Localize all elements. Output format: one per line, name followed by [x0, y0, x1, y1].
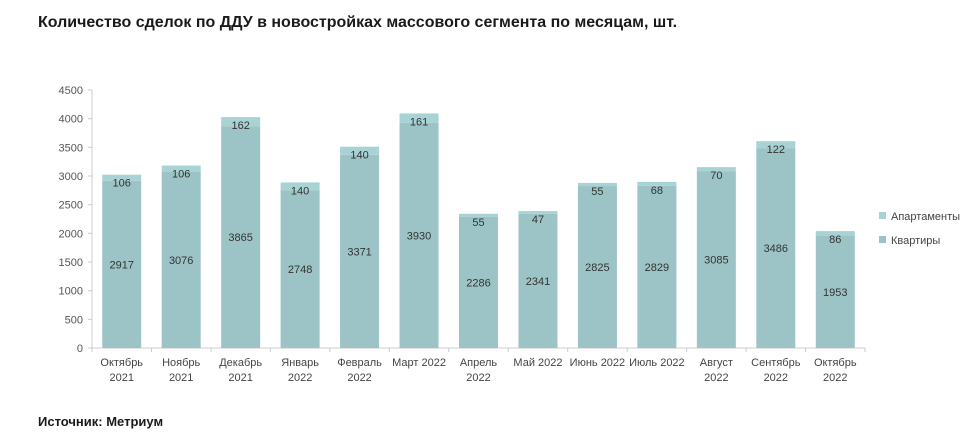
data-label-flats: 3486 [764, 243, 788, 255]
data-label-flats: 3085 [704, 255, 728, 267]
x-category-label: 2022 [347, 372, 371, 384]
x-category-label: 2021 [228, 372, 252, 384]
x-category-label: Октябрь [100, 357, 143, 369]
data-label-apartments: 55 [591, 186, 603, 198]
data-label-flats: 2829 [645, 262, 669, 274]
data-label-flats: 2917 [109, 259, 133, 271]
bar-flats [340, 154, 380, 348]
y-tick-label: 2500 [59, 200, 83, 212]
bar-flats [696, 171, 736, 348]
bar-apartments [161, 165, 201, 172]
x-category-label: 2022 [466, 372, 490, 384]
bar-apartments [459, 213, 498, 217]
bar-apartments [102, 174, 142, 181]
y-tick-label: 3000 [59, 171, 83, 183]
legend-label-apartments: Апартаменты [891, 211, 960, 223]
bar-apartments [696, 167, 736, 172]
data-label-flats: 3865 [228, 232, 252, 244]
bar-flats [518, 213, 558, 348]
data-label-flats: 3371 [347, 246, 371, 258]
bar-flats [399, 122, 439, 349]
y-tick-label: 4000 [59, 114, 83, 126]
x-category-label: Декабрь [219, 357, 262, 369]
data-label-apartments: 122 [767, 144, 785, 156]
x-category-label: Октябрь [814, 357, 857, 369]
bar-apartments [221, 117, 261, 127]
x-category-label: Февраль [337, 357, 382, 369]
data-label-apartments: 106 [113, 178, 131, 190]
bar-apartments [340, 146, 380, 155]
data-label-apartments: 47 [532, 214, 544, 226]
bar-apartments [399, 113, 439, 123]
data-label-flats: 2748 [288, 264, 312, 276]
y-tick-label: 2000 [59, 228, 83, 240]
x-category-label: Май 2022 [513, 357, 562, 369]
bar-apartments [280, 182, 320, 191]
y-tick-label: 0 [77, 343, 83, 355]
y-tick-label: 1500 [59, 257, 83, 269]
data-label-flats: 1953 [823, 287, 847, 299]
y-tick-label: 3500 [59, 142, 83, 154]
bar-apartments [637, 181, 677, 186]
data-label-apartments: 70 [710, 170, 722, 182]
x-category-label: Март 2022 [392, 357, 446, 369]
data-label-apartments: 162 [231, 120, 249, 132]
x-category-label: 2021 [109, 372, 133, 384]
y-tick-label: 4500 [59, 85, 83, 97]
data-label-flats: 2825 [585, 262, 609, 274]
bar-apartments [518, 211, 558, 214]
source-note: Источник: Метриум [38, 414, 164, 429]
x-category-label: Январь [281, 357, 319, 369]
bar-flats [637, 185, 677, 348]
x-category-label: Апрель [460, 357, 498, 369]
x-category-label: 2022 [823, 372, 847, 384]
data-label-flats: 3076 [169, 255, 193, 267]
x-category-label: Июль 2022 [629, 357, 685, 369]
bar-flats [102, 180, 142, 348]
x-category-label: Июнь 2022 [570, 357, 626, 369]
x-category-label: 2022 [764, 372, 788, 384]
bar-flats [577, 186, 617, 348]
data-label-apartments: 161 [410, 116, 428, 128]
data-label-apartments: 55 [472, 217, 484, 229]
data-label-flats: 2286 [466, 277, 490, 289]
x-category-label: Ноябрь [162, 357, 200, 369]
x-category-label: Сентябрь [751, 357, 801, 369]
bar-apartments [815, 231, 855, 237]
legend-swatch-apartments [879, 212, 886, 219]
x-category-label: 2022 [704, 372, 728, 384]
data-label-apartments: 140 [291, 185, 309, 197]
bar-flats [459, 216, 498, 348]
legend-swatch-flats [879, 236, 886, 243]
x-category-label: Август [700, 357, 733, 369]
bar-flats [280, 190, 320, 348]
bar-flats [815, 236, 855, 348]
bar-flats [756, 148, 796, 348]
data-label-apartments: 68 [651, 185, 663, 197]
x-category-label: 2021 [169, 372, 193, 384]
data-label-flats: 2341 [526, 276, 550, 288]
bar-flats [161, 171, 201, 348]
data-label-apartments: 140 [350, 150, 368, 162]
bar-apartments [577, 182, 617, 187]
data-label-apartments: 106 [172, 169, 190, 181]
y-tick-label: 500 [65, 314, 83, 326]
data-label-apartments: 86 [829, 234, 841, 246]
bar-apartments [756, 141, 796, 149]
bar-flats [221, 126, 261, 348]
chart-title: Количество сделок по ДДУ в новостройках … [38, 14, 678, 31]
data-label-flats: 3930 [407, 230, 431, 242]
x-category-label: 2022 [288, 372, 312, 384]
legend-label-flats: Квартиры [891, 235, 940, 247]
y-tick-label: 1000 [59, 286, 83, 298]
